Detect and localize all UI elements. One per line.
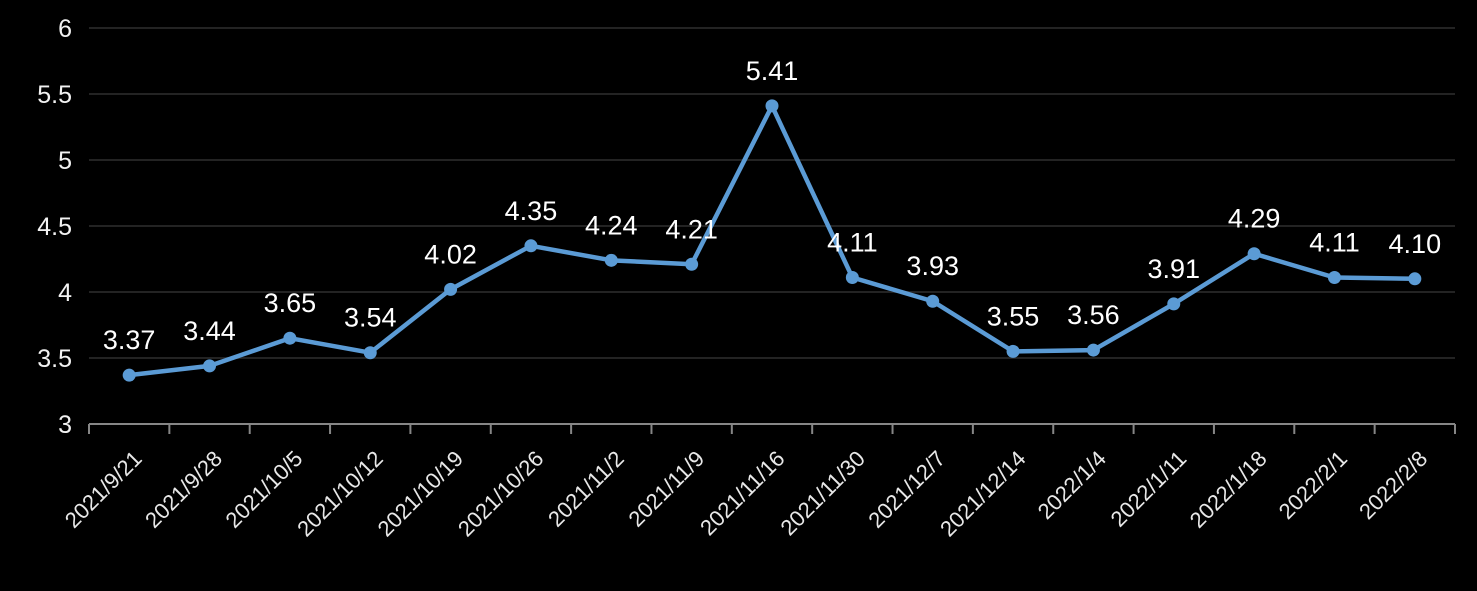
data-point-marker <box>1247 247 1261 261</box>
data-point-label: 3.55 <box>987 301 1040 331</box>
data-point-marker <box>604 253 618 267</box>
data-point-label: 4.21 <box>665 214 718 244</box>
data-point-label: 4.35 <box>505 196 558 226</box>
data-point-label: 3.44 <box>183 316 236 346</box>
data-point-label: 3.91 <box>1147 254 1200 284</box>
y-tick-label: 4 <box>58 279 72 307</box>
data-point-label: 4.11 <box>827 227 878 257</box>
y-tick-label: 6 <box>58 15 72 43</box>
data-point-marker <box>444 282 458 296</box>
data-point-marker <box>1167 297 1181 311</box>
data-point-marker <box>122 368 136 382</box>
data-point-marker <box>524 239 538 253</box>
data-point-label: 3.93 <box>906 251 959 281</box>
y-tick-label: 3.5 <box>37 345 72 373</box>
data-point-label: 3.37 <box>103 325 156 355</box>
data-point-marker <box>283 331 297 345</box>
data-point-marker <box>685 257 699 271</box>
y-tick-label: 5.5 <box>37 81 72 109</box>
data-point-label: 4.02 <box>424 239 477 269</box>
data-point-marker <box>1086 343 1100 357</box>
data-point-label: 5.41 <box>746 56 799 86</box>
y-tick-label: 4.5 <box>37 213 72 241</box>
data-point-marker <box>1006 344 1020 358</box>
data-point-marker <box>203 359 217 373</box>
data-point-label: 4.24 <box>585 210 638 240</box>
data-point-label: 3.54 <box>344 303 397 333</box>
data-point-label: 4.29 <box>1228 204 1281 234</box>
data-point-label: 3.65 <box>264 288 317 318</box>
data-point-marker <box>845 270 859 284</box>
data-point-marker <box>363 346 377 360</box>
data-point-label: 4.10 <box>1389 229 1442 259</box>
data-point-marker <box>1408 272 1422 286</box>
data-point-label: 3.56 <box>1067 300 1120 330</box>
data-point-label: 4.11 <box>1309 227 1360 257</box>
data-point-marker <box>926 294 940 308</box>
y-tick-label: 3 <box>58 411 72 439</box>
data-point-marker <box>1327 270 1341 284</box>
data-point-marker <box>765 99 779 113</box>
y-tick-label: 5 <box>58 147 72 175</box>
